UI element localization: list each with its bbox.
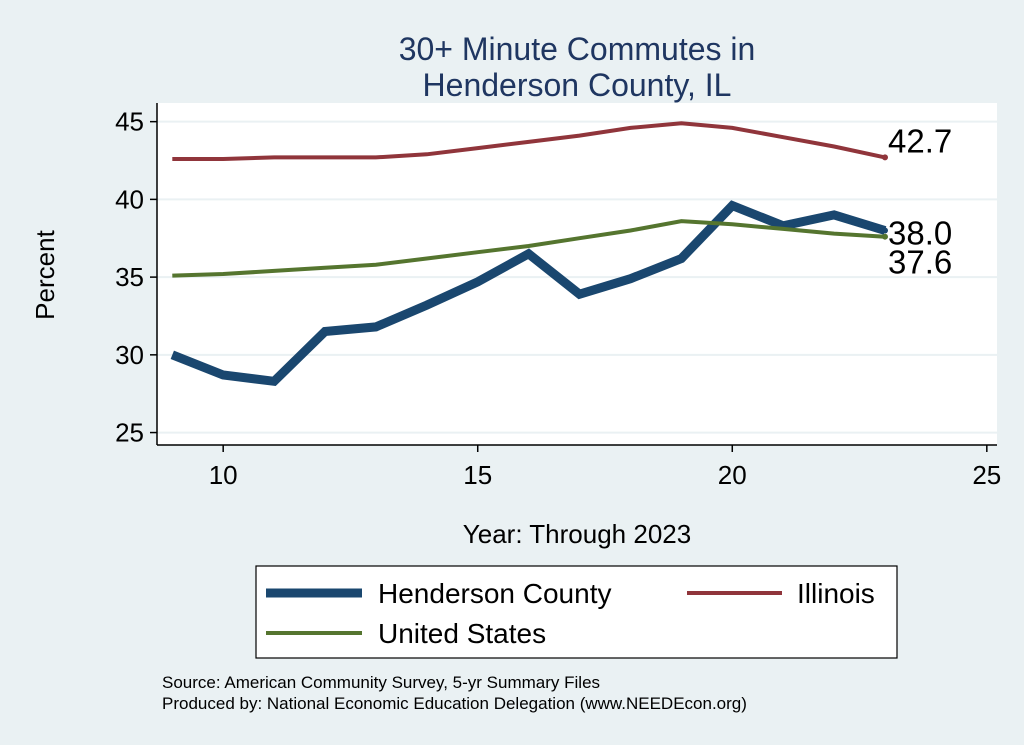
y-tick-label-25: 25 (115, 418, 144, 448)
y-axis-label: Percent (30, 229, 60, 319)
end-label-illinois: 42.7 (888, 122, 952, 159)
chart-title-line-1: 30+ Minute Commutes in (399, 31, 756, 67)
legend-label-henderson: Henderson County (378, 578, 611, 609)
series-line-illinois (172, 121, 886, 161)
end-marker-illinois (882, 154, 888, 161)
series-line-united-states (172, 219, 886, 278)
series-group (170, 121, 888, 387)
legend-box (255, 565, 898, 659)
y-tick-label-45: 45 (115, 107, 144, 137)
legend-label-us: United States (378, 618, 546, 649)
end-label-united-states: 37.6 (888, 244, 952, 281)
source-note: Source: American Community Survey, 5-yr … (162, 673, 600, 692)
plot-area (157, 103, 997, 445)
end-marker-united-states (882, 233, 888, 240)
end-marker-henderson-county (882, 227, 888, 234)
y-axis-ticks: 25 30 35 40 45 (115, 107, 157, 448)
x-tick-label-20: 20 (718, 460, 747, 490)
y-tick-label-30: 30 (115, 340, 144, 370)
legend-label-illinois: Illinois (797, 578, 875, 609)
y-tick-label-40: 40 (115, 184, 144, 214)
chart-title-line-2: Henderson County, IL (423, 67, 732, 103)
x-tick-label-25: 25 (972, 460, 1001, 490)
x-axis-label: Year: Through 2023 (463, 519, 691, 549)
series-line-henderson-county (170, 200, 887, 387)
end-labels: 38.0 42.7 37.6 (888, 122, 952, 280)
end-label-henderson-county: 38.0 (888, 214, 952, 251)
x-axis-ticks: 10 15 20 25 (209, 445, 1001, 490)
x-tick-label-15: 15 (463, 460, 492, 490)
x-tick-label-10: 10 (209, 460, 238, 490)
y-tick-label-35: 35 (115, 262, 144, 292)
producer-note: Produced by: National Economic Education… (162, 694, 747, 713)
